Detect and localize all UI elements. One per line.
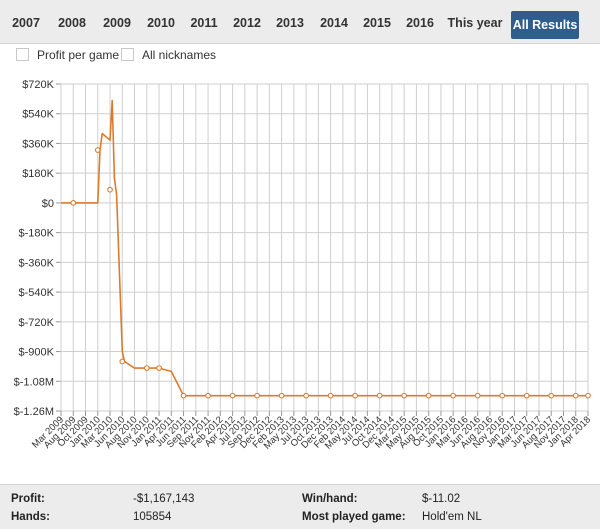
tab-2014[interactable]: 2014 [320, 16, 348, 30]
most-played-value: Hold'em NL [422, 511, 482, 523]
data-point-marker [572, 392, 579, 399]
tab-this-year[interactable]: This year [447, 16, 503, 30]
most-played-label: Most played game: [302, 511, 406, 523]
tab-all-results[interactable]: All Results [511, 11, 579, 39]
profit-label: Profit: [11, 493, 45, 505]
tab-2011[interactable]: 2011 [190, 16, 218, 30]
data-point-marker [180, 392, 187, 399]
y-tick-label: $-720K [19, 317, 55, 329]
tab-2013[interactable]: 2013 [276, 16, 304, 30]
chart-options: Profit per game All nicknames [0, 43, 600, 69]
watermark-logo [484, 458, 594, 524]
y-tick-label: $-540K [19, 287, 55, 299]
data-point-marker [474, 392, 481, 399]
data-point-marker [119, 358, 126, 365]
data-point-marker [229, 392, 236, 399]
all-nicknames-label: All nicknames [142, 48, 217, 62]
plot-area [60, 83, 589, 412]
data-point-marker [254, 392, 260, 399]
tab-2015[interactable]: 2015 [363, 16, 391, 30]
y-tick-label: $-1.08M [14, 376, 54, 388]
data-point-marker [401, 392, 408, 399]
data-point-marker [376, 392, 383, 399]
checkbox-box[interactable] [121, 48, 134, 61]
tab-2009[interactable]: 2009 [103, 16, 131, 30]
y-tick-label: $720K [22, 79, 54, 91]
data-point-marker [548, 392, 555, 399]
win-per-hand-label: Win/hand: [302, 493, 358, 505]
data-point-marker [327, 392, 334, 399]
profit-per-game-label: Profit per game [37, 48, 120, 62]
hands-label: Hands: [11, 511, 50, 523]
tab-2016[interactable]: 2016 [406, 16, 434, 30]
tab-2007[interactable]: 2007 [12, 16, 40, 30]
profit-value: -$1,167,143 [133, 493, 195, 505]
year-tab-bar: 2007 2008 2009 2010 2011 2012 2013 2014 … [0, 0, 600, 44]
data-point-marker [143, 365, 150, 371]
y-tick-label: $-1.26M [14, 406, 54, 418]
profit-series-line [61, 99, 588, 397]
data-point-marker [499, 392, 506, 399]
y-tick-label: $-180K [19, 228, 55, 240]
win-per-hand-value: $-11.02 [422, 493, 461, 505]
profit-per-game-checkbox[interactable]: Profit per game [16, 48, 119, 62]
y-tick-label: $540K [22, 109, 54, 121]
data-point-marker [107, 186, 113, 193]
data-point-marker [278, 392, 285, 399]
tab-2012[interactable]: 2012 [233, 16, 261, 30]
data-point-marker [303, 392, 309, 399]
y-tick-label: $0 [42, 198, 54, 210]
tab-2008[interactable]: 2008 [58, 16, 86, 30]
data-point-marker [70, 200, 77, 206]
data-point-marker [425, 392, 432, 399]
all-nicknames-checkbox[interactable]: All nicknames [121, 48, 216, 62]
profit-chart: $720K $540K $360K $180K $0 $-180K $-360K $-540K… [14, 79, 593, 452]
data-point-marker [352, 392, 358, 399]
data-point-marker [94, 147, 101, 153]
data-point-marker [205, 392, 211, 399]
hands-value: 105854 [133, 511, 172, 523]
y-tick-label: $-900K [19, 347, 55, 359]
y-tick-label: $180K [22, 168, 54, 180]
data-point-marker [523, 392, 530, 399]
data-point-marker [156, 365, 162, 371]
y-tick-label: $-360K [19, 257, 55, 269]
y-tick-label: $360K [22, 138, 54, 150]
checkbox-box[interactable] [16, 48, 29, 61]
data-point-marker [585, 392, 591, 399]
stats-footer: Profit: -$1,167,143 Win/hand: $-11.02 Ha… [0, 484, 600, 529]
tab-2010[interactable]: 2010 [147, 16, 175, 30]
data-point-marker [450, 392, 457, 399]
